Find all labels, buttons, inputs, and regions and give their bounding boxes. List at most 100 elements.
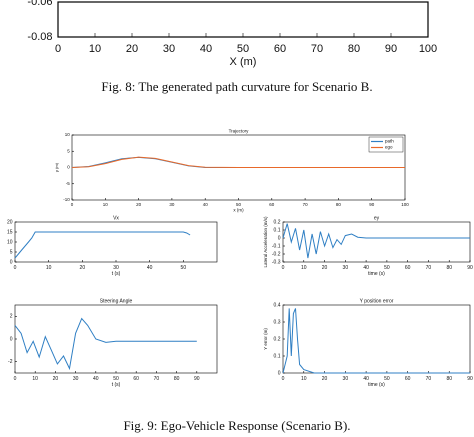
- x-tick-label: 30: [73, 376, 79, 382]
- x-tick-label: 0: [55, 43, 61, 55]
- x-axis-label: x (m): [233, 208, 244, 213]
- plot-frame: [14, 304, 218, 374]
- x-tick-label: 60: [405, 265, 411, 271]
- y-tick-label: 0.4: [274, 302, 281, 308]
- chart-title: ey: [374, 215, 380, 221]
- legend-label: ego: [385, 145, 393, 150]
- x-tick-label: 0: [282, 265, 285, 271]
- y-tick-label: 5: [67, 148, 70, 153]
- series-line: [14, 231, 191, 259]
- x-tick-label: 30: [163, 43, 175, 55]
- y-tick-label: 0: [10, 336, 13, 342]
- x-tick-label: 40: [147, 265, 153, 271]
- y-tick-label: 10: [65, 132, 71, 137]
- y-tick-label: 0: [10, 259, 13, 265]
- y-tick-label: 0.2: [274, 336, 281, 342]
- x-tick-label: 90: [467, 265, 473, 271]
- x-tick-label: 20: [136, 202, 142, 207]
- x-tick-label: 0: [14, 376, 17, 382]
- y-tick-label: -0.1: [272, 243, 281, 249]
- x-tick-label: 50: [384, 265, 390, 271]
- x-tick-label: 10: [103, 202, 109, 207]
- x-tick-label: 90: [194, 376, 200, 382]
- chart-title: Vx: [113, 215, 119, 221]
- y-tick-label: -5: [66, 181, 70, 186]
- x-tick-label: 50: [237, 43, 249, 55]
- x-tick-label: 0: [14, 265, 17, 271]
- y-tick-label: 0: [278, 370, 281, 376]
- caption: Fig. 8: The generated path curvature for…: [101, 79, 372, 94]
- x-tick-label: 50: [181, 265, 187, 271]
- y-axis-label: Y error (m): [263, 328, 268, 350]
- y-axis-label: Lateral Acceleration (m/s): [263, 216, 268, 268]
- x-tick-label: 80: [348, 43, 360, 55]
- x-axis-label: time (s): [368, 271, 385, 277]
- x-tick-label: 30: [343, 376, 349, 382]
- plot-frame: [282, 304, 471, 374]
- plot-frame: [14, 221, 218, 263]
- x-tick-label: 50: [384, 376, 390, 382]
- y-tick-label: -0.3: [272, 259, 281, 265]
- x-tick-label: 40: [203, 202, 209, 207]
- x-tick-label: 20: [126, 43, 138, 55]
- x-tick-label: 30: [169, 202, 175, 207]
- series-line: [282, 308, 470, 374]
- y-tick-label: -2: [8, 359, 13, 365]
- x-axis-label: X (m): [230, 56, 257, 68]
- x-tick-label: 60: [274, 43, 286, 55]
- y-tick-label: 5: [10, 249, 13, 255]
- x-tick-label: 70: [154, 376, 160, 382]
- x-tick-label: 90: [385, 43, 397, 55]
- x-tick-label: 60: [269, 202, 275, 207]
- y-tick-label: -0.08: [27, 31, 52, 43]
- x-tick-label: 10: [46, 265, 52, 271]
- x-tick-label: 50: [113, 376, 119, 382]
- x-tick-label: 20: [322, 265, 328, 271]
- x-tick-label: 100: [419, 43, 437, 55]
- x-tick-label: 70: [303, 202, 309, 207]
- y-tick-label: -0.06: [27, 0, 52, 8]
- series-line: [71, 156, 405, 168]
- x-tick-label: 40: [93, 376, 99, 382]
- x-tick-label: 70: [426, 376, 432, 382]
- series-line: [282, 223, 470, 259]
- x-tick-label: 40: [200, 43, 212, 55]
- series-line: [14, 317, 197, 371]
- x-axis-label: time (s): [368, 382, 385, 388]
- plot-frame: [57, 1, 429, 38]
- caption: Fig. 9: Ego-Vehicle Response (Scenario B…: [123, 418, 350, 433]
- x-tick-label: 10: [89, 43, 101, 55]
- x-tick-label: 30: [343, 265, 349, 271]
- x-tick-label: 10: [301, 376, 307, 382]
- x-tick-label: 20: [322, 376, 328, 382]
- x-tick-label: 80: [446, 265, 452, 271]
- x-tick-label: 40: [363, 265, 369, 271]
- x-tick-label: 0: [282, 376, 285, 382]
- x-axis-label: t (s): [112, 271, 121, 277]
- y-tick-label: -10: [63, 197, 70, 202]
- y-tick-label: 0.1: [274, 227, 281, 233]
- x-tick-label: 0: [71, 202, 74, 207]
- chart-title: Y position error: [360, 298, 394, 304]
- x-tick-label: 90: [467, 376, 473, 382]
- x-tick-label: 80: [174, 376, 180, 382]
- x-tick-label: 90: [369, 202, 375, 207]
- x-tick-label: 80: [336, 202, 342, 207]
- x-tick-label: 30: [113, 265, 119, 271]
- y-tick-label: 0.1: [274, 353, 281, 359]
- y-tick-label: -0.2: [272, 251, 281, 257]
- y-tick-label: 15: [7, 229, 13, 235]
- legend-label: path: [385, 139, 394, 144]
- legend-box: [368, 136, 404, 153]
- x-tick-label: 70: [426, 265, 432, 271]
- chart-title: Trajectory: [229, 129, 250, 134]
- x-tick-label: 10: [301, 265, 307, 271]
- y-tick-label: 0.2: [274, 219, 281, 225]
- y-tick-label: 0: [67, 165, 70, 170]
- y-tick-label: 2: [10, 314, 13, 320]
- x-axis-label: t (s): [112, 382, 121, 388]
- chart-title: Steering Angle: [100, 298, 133, 304]
- x-tick-label: 70: [311, 43, 323, 55]
- y-tick-label: 20: [7, 219, 13, 225]
